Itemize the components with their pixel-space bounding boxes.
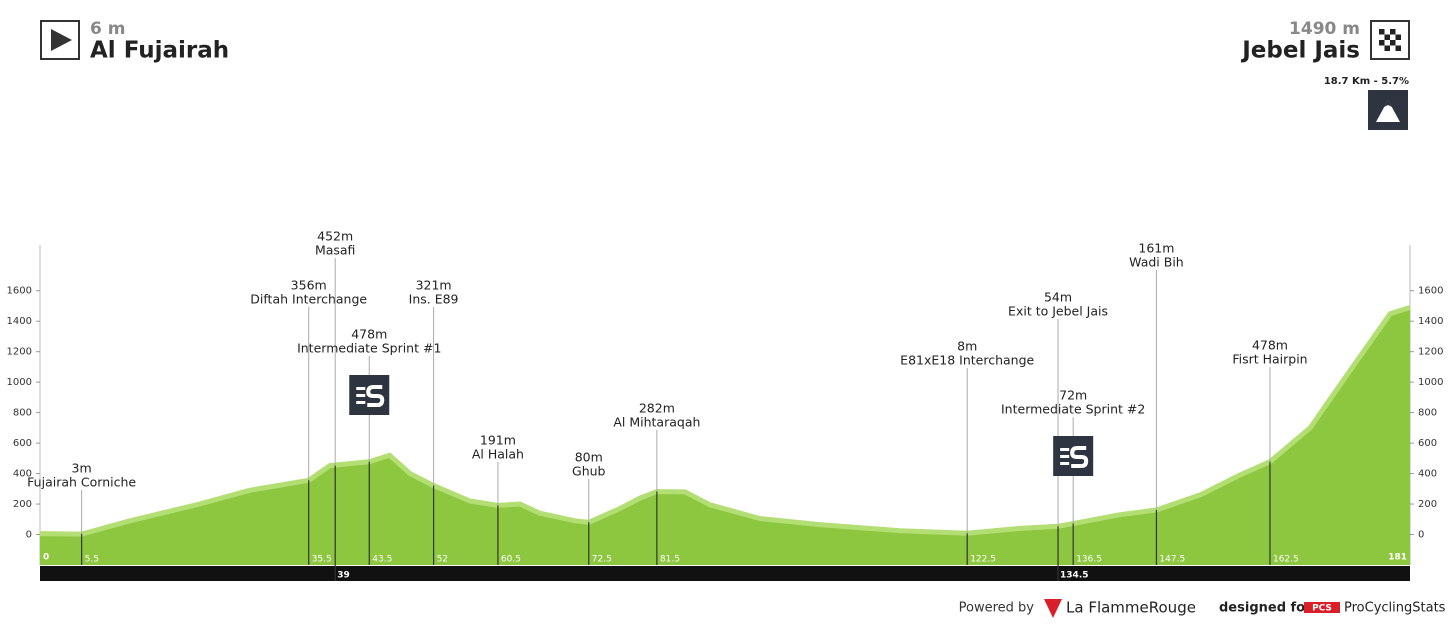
sprint-line bbox=[1060, 462, 1070, 465]
landmark-name: Diftah Interchange bbox=[250, 292, 367, 307]
km-label: 81.5 bbox=[660, 555, 680, 565]
x-end-label: 181 bbox=[1388, 553, 1407, 563]
landmark-elevation: 80m bbox=[575, 450, 603, 465]
y-tick-label: 1000 bbox=[7, 377, 32, 388]
landmark-elevation: 72m bbox=[1059, 388, 1087, 403]
landmark-name: Wadi Bih bbox=[1129, 255, 1184, 270]
landmark-elevation: 54m bbox=[1044, 290, 1072, 305]
y-tick-label-right: 200 bbox=[1418, 499, 1437, 510]
sprint-icon bbox=[1053, 436, 1094, 476]
km-label: 35.5 bbox=[312, 555, 332, 565]
landmark-elevation: 191m bbox=[480, 433, 516, 448]
km-label: 52 bbox=[437, 555, 448, 565]
sprint-s bbox=[366, 385, 385, 407]
km-label: 147.5 bbox=[1159, 555, 1185, 565]
start-elevation: 6 m bbox=[90, 19, 125, 39]
landmark-name: Al Halah bbox=[472, 447, 524, 462]
sprint-line bbox=[1060, 448, 1070, 451]
landmark-elevation: 282m bbox=[639, 401, 675, 416]
brand-logo bbox=[1044, 599, 1062, 618]
landmark-elevation: 161m bbox=[1138, 241, 1174, 256]
y-tick-label-right: 0 bbox=[1418, 530, 1424, 541]
landmark-elevation: 478m bbox=[1252, 338, 1288, 353]
sprint-line bbox=[1060, 455, 1070, 458]
sprint-line bbox=[356, 401, 366, 404]
km-label: 134.5 bbox=[1060, 571, 1088, 581]
landmark-name: Intermediate Sprint #2 bbox=[1001, 402, 1145, 417]
landmark-name: Ins. E89 bbox=[409, 292, 459, 307]
profile-area bbox=[40, 307, 1410, 565]
landmark-elevation: 356m bbox=[291, 278, 327, 293]
km-label: 60.5 bbox=[501, 555, 521, 565]
landmark-elevation: 3m bbox=[72, 461, 92, 476]
landmark-name: Al Mihtaraqah bbox=[613, 415, 700, 430]
profile-highlight bbox=[39, 305, 1411, 537]
sprint-line bbox=[356, 387, 366, 390]
footer-brand: La FlammeRouge bbox=[1066, 599, 1196, 617]
finish-name: Jebel Jais bbox=[1240, 38, 1360, 64]
y-tick-label-right: 600 bbox=[1418, 438, 1437, 449]
y-tick-label-right: 1000 bbox=[1418, 377, 1443, 388]
sprint-s bbox=[1070, 446, 1089, 468]
sprint-line bbox=[356, 394, 366, 397]
sprint-icon bbox=[349, 375, 390, 415]
landmark-name: Masafi bbox=[315, 243, 356, 258]
km-label: 136.5 bbox=[1076, 555, 1102, 565]
footer-powered: Powered by bbox=[959, 601, 1035, 616]
y-tick-label: 1400 bbox=[7, 316, 32, 327]
y-tick-label: 600 bbox=[13, 438, 32, 449]
footer-pcs: PCS bbox=[1312, 604, 1332, 614]
y-tick-label: 400 bbox=[13, 469, 32, 480]
y-tick-label-right: 1600 bbox=[1418, 286, 1443, 297]
km-label: 162.5 bbox=[1273, 555, 1299, 565]
km-label: 122.5 bbox=[970, 555, 996, 565]
finish-elevation: 1490 m bbox=[1289, 19, 1360, 39]
landmark-name: E81xE18 Interchange bbox=[900, 353, 1034, 368]
landmark-name: Ghub bbox=[572, 464, 606, 479]
km-label: 72.5 bbox=[592, 555, 612, 565]
km-label: 43.5 bbox=[372, 555, 392, 565]
y-tick-label: 0 bbox=[26, 530, 32, 541]
y-tick-label-right: 800 bbox=[1418, 408, 1437, 419]
start-name: Al Fujairah bbox=[90, 38, 229, 64]
climb-icon bbox=[1368, 90, 1408, 130]
y-tick-label-right: 1200 bbox=[1418, 347, 1443, 358]
landmark-name: Fisrt Hairpin bbox=[1232, 352, 1307, 367]
start-icon bbox=[40, 20, 80, 60]
climb-info: 18.7 Km - 5.7% bbox=[1324, 76, 1409, 87]
y-tick-label: 1200 bbox=[7, 347, 32, 358]
km-label: 5.5 bbox=[85, 555, 99, 565]
landmark-elevation: 8m bbox=[957, 339, 977, 354]
landmark-name: Exit to Jebel Jais bbox=[1008, 304, 1108, 319]
km-label: 39 bbox=[337, 571, 350, 581]
footer-designed: designed for bbox=[1219, 601, 1312, 616]
km-strip bbox=[40, 566, 1410, 581]
finish-icon bbox=[1370, 20, 1410, 60]
landmark-name: Fujairah Corniche bbox=[27, 475, 136, 490]
footer-site: ProCyclingStats bbox=[1344, 601, 1446, 616]
y-tick-label: 1600 bbox=[7, 286, 32, 297]
y-tick-label: 800 bbox=[13, 408, 32, 419]
y-tick-label-right: 1400 bbox=[1418, 316, 1443, 327]
landmark-elevation: 452m bbox=[317, 229, 353, 244]
landmark-elevation: 478m bbox=[351, 327, 387, 342]
y-tick-label: 200 bbox=[13, 499, 32, 510]
landmark-elevation: 321m bbox=[416, 278, 452, 293]
pcs-box bbox=[1304, 602, 1340, 613]
y-tick-label-right: 400 bbox=[1418, 469, 1437, 480]
landmark-name: Intermediate Sprint #1 bbox=[297, 341, 441, 356]
x-start-label: 0 bbox=[43, 553, 49, 563]
